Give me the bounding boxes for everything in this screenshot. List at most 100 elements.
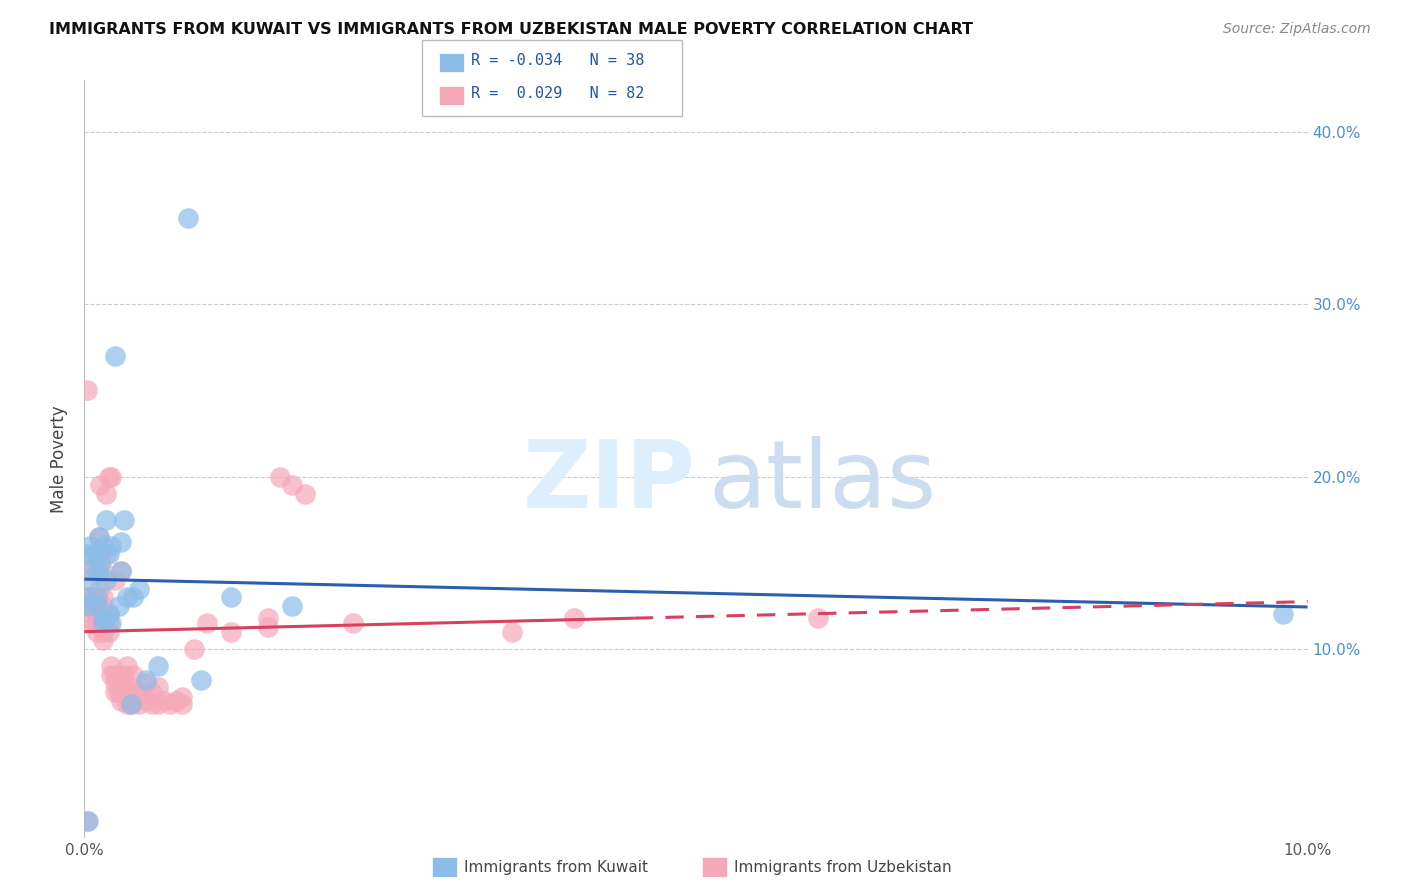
- Point: [87, 530, 110, 544]
- Point: [100, 659, 122, 673]
- Text: Immigrants from Kuwait: Immigrants from Kuwait: [464, 860, 648, 874]
- Point: [104, 349, 127, 363]
- Point: [100, 667, 122, 681]
- Point: [107, 676, 129, 690]
- Point: [79, 616, 101, 631]
- Point: [153, 693, 176, 707]
- Point: [91, 599, 114, 613]
- Point: [86, 624, 108, 639]
- Point: [122, 685, 145, 699]
- Point: [79, 539, 101, 553]
- Point: [100, 616, 122, 631]
- Point: [96, 487, 118, 501]
- Point: [294, 487, 316, 501]
- Point: [91, 633, 114, 648]
- Point: [110, 693, 132, 707]
- Point: [77, 547, 100, 561]
- Point: [89, 556, 111, 570]
- Point: [76, 591, 98, 605]
- Point: [96, 573, 118, 587]
- Point: [342, 616, 364, 631]
- Point: [281, 478, 304, 492]
- Point: [100, 539, 122, 553]
- Point: [76, 814, 98, 829]
- Point: [87, 599, 110, 613]
- Point: [97, 469, 120, 483]
- Point: [91, 611, 114, 625]
- Point: [91, 624, 114, 639]
- Point: [83, 559, 105, 574]
- Point: [79, 573, 101, 587]
- Point: [91, 607, 114, 622]
- Point: [112, 685, 135, 699]
- Point: [135, 676, 157, 690]
- Point: [86, 591, 108, 605]
- Point: [79, 599, 101, 613]
- Point: [86, 565, 108, 579]
- Point: [104, 573, 127, 587]
- Point: [807, 611, 830, 625]
- Point: [97, 616, 120, 631]
- Point: [502, 624, 524, 639]
- Point: [83, 591, 105, 605]
- Text: ZIP: ZIP: [523, 436, 696, 528]
- Point: [110, 565, 132, 579]
- Point: [87, 565, 110, 579]
- Point: [219, 624, 242, 639]
- Point: [87, 530, 110, 544]
- Point: [77, 814, 100, 829]
- Text: atlas: atlas: [709, 436, 936, 528]
- Point: [115, 659, 138, 673]
- Point: [141, 697, 163, 711]
- Point: [107, 599, 129, 613]
- Point: [83, 547, 105, 561]
- Point: [183, 642, 205, 657]
- Point: [128, 685, 150, 699]
- Point: [120, 680, 142, 694]
- Point: [115, 591, 138, 605]
- Point: [97, 607, 120, 622]
- Point: [128, 582, 150, 596]
- Point: [91, 616, 114, 631]
- Point: [77, 591, 100, 605]
- Point: [190, 673, 212, 687]
- Point: [86, 616, 108, 631]
- Point: [107, 685, 129, 699]
- Point: [96, 513, 118, 527]
- Point: [177, 211, 200, 226]
- Point: [86, 607, 108, 622]
- Point: [135, 693, 157, 707]
- Point: [110, 676, 132, 690]
- Point: [76, 599, 98, 613]
- Text: R =  0.029   N = 82: R = 0.029 N = 82: [471, 87, 644, 101]
- Point: [79, 565, 101, 579]
- Point: [281, 599, 304, 613]
- Point: [1272, 607, 1295, 622]
- Point: [97, 624, 120, 639]
- Point: [86, 599, 108, 613]
- Text: IMMIGRANTS FROM KUWAIT VS IMMIGRANTS FROM UZBEKISTAN MALE POVERTY CORRELATION CH: IMMIGRANTS FROM KUWAIT VS IMMIGRANTS FRO…: [49, 22, 973, 37]
- Point: [112, 667, 135, 681]
- Point: [112, 513, 135, 527]
- Point: [87, 582, 110, 596]
- Point: [141, 685, 163, 699]
- Point: [76, 384, 98, 398]
- Point: [91, 539, 114, 553]
- Point: [219, 591, 242, 605]
- Point: [120, 697, 142, 711]
- Point: [110, 685, 132, 699]
- Point: [122, 591, 145, 605]
- Point: [128, 697, 150, 711]
- Point: [269, 469, 291, 483]
- Point: [257, 611, 280, 625]
- Point: [104, 676, 127, 690]
- Point: [122, 693, 145, 707]
- Text: Immigrants from Uzbekistan: Immigrants from Uzbekistan: [734, 860, 952, 874]
- Point: [146, 697, 169, 711]
- Point: [146, 659, 169, 673]
- Point: [86, 591, 108, 605]
- Y-axis label: Male Poverty: Male Poverty: [51, 406, 69, 513]
- Point: [91, 616, 114, 631]
- Point: [97, 607, 120, 622]
- Point: [195, 616, 218, 631]
